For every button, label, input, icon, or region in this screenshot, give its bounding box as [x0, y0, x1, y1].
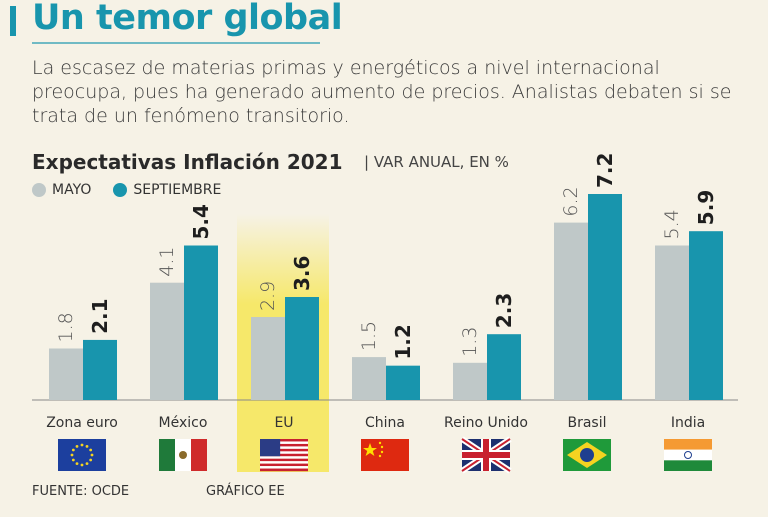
data-label-septiembre: 2.1 [88, 298, 112, 333]
bar-septiembre [588, 194, 622, 400]
flag-star [70, 453, 74, 457]
chart-legend: MAYO SEPTIEMBRE [32, 180, 235, 200]
uk-flag-icon [460, 436, 512, 474]
bar-septiembre [487, 334, 521, 400]
flag-star [378, 454, 382, 458]
flag-part [664, 439, 712, 450]
legend-dot-mayo [32, 183, 46, 197]
chart-title: Expectativas Inflación 2021 [32, 150, 343, 174]
subtitle: La escasez de materias primas y energéti… [32, 57, 732, 127]
flag-star [85, 444, 89, 448]
flag-stripe [260, 443, 308, 447]
mexico-flag-icon [159, 439, 207, 471]
title-underline [32, 42, 320, 44]
flag-part [462, 452, 510, 458]
eu-flag-icon [58, 439, 106, 471]
bar-mayo [352, 357, 386, 400]
flag-star [85, 462, 89, 466]
flag-emblem [179, 451, 187, 459]
brazil-flag-icon [563, 439, 611, 471]
flag-stripe [260, 468, 308, 472]
flag-stripe [260, 439, 308, 442]
flag-star [90, 453, 94, 457]
flag-star [89, 458, 93, 462]
flag-star [89, 448, 93, 452]
india-flag-icon [664, 439, 712, 471]
flag-part [664, 460, 712, 471]
data-label-septiembre: 2.3 [492, 293, 516, 328]
flag-stripe [260, 453, 308, 457]
flag-stripe [260, 448, 308, 452]
flag-star [363, 443, 377, 456]
flag-star [380, 445, 384, 449]
legend-item-mayo: MAYO [32, 182, 91, 198]
page-title: Un temor global [32, 0, 343, 38]
bar-mayo [251, 317, 285, 400]
data-label-mayo: 2.9 [257, 281, 279, 311]
legend-label-mayo: MAYO [52, 182, 92, 198]
flag-stripe [260, 451, 308, 454]
chart-unit-label: | VAR ANUAL, EN % [364, 153, 509, 171]
usa-flag-icon [260, 439, 308, 472]
data-label-septiembre: 5.9 [694, 190, 718, 225]
flag-star [378, 441, 382, 445]
legend-item-septiembre: SEPTIEMBRE [113, 182, 221, 198]
bar-septiembre [386, 365, 420, 400]
data-label-mayo: 6.2 [560, 186, 582, 216]
data-label-septiembre: 3.6 [290, 256, 314, 291]
flag-star [71, 458, 75, 462]
flag-chakra [684, 451, 692, 459]
flag-canton [260, 439, 281, 457]
flag-star [75, 462, 79, 466]
flag-part [580, 448, 594, 462]
flag-part [664, 449, 712, 461]
flag-part [191, 439, 207, 471]
flag-part [159, 439, 175, 471]
bar-septiembre [184, 245, 218, 400]
bar-mayo [554, 222, 588, 400]
bar-mayo [655, 245, 689, 400]
bar-mayo [150, 282, 184, 400]
flag-star [75, 444, 79, 448]
bar-septiembre [83, 339, 117, 400]
category-label: India [671, 415, 705, 431]
data-label-mayo: 1.3 [459, 327, 481, 357]
category-label: EU [274, 415, 293, 431]
data-label-septiembre: 1.2 [391, 324, 415, 359]
flag-star [80, 463, 84, 467]
data-label-mayo: 1.8 [55, 312, 77, 342]
data-label-mayo: 1.5 [358, 321, 380, 351]
china-flag-icon [361, 439, 409, 471]
data-label-septiembre: 7.2 [593, 153, 617, 188]
flag-part [361, 439, 409, 471]
flag-star [80, 443, 84, 447]
flag-stripe [260, 463, 308, 467]
flag-stripe [260, 466, 308, 469]
bar-mayo [49, 348, 83, 400]
flag-stripe [260, 446, 308, 450]
flag-stripe [260, 458, 308, 462]
data-label-septiembre: 5.4 [189, 204, 213, 239]
bar-septiembre [285, 297, 319, 400]
flag-star [380, 450, 384, 454]
flag-stripe [260, 441, 308, 445]
credit-note: GRÁFICO EE [206, 484, 285, 499]
flag-stripe [260, 461, 308, 464]
source-note: FUENTE: OCDE [32, 484, 130, 499]
category-label: Reino Unido [444, 415, 528, 431]
title-accent-bar [10, 6, 16, 36]
bar-mayo [453, 362, 487, 400]
flag-star [71, 448, 75, 452]
data-label-mayo: 4.1 [156, 246, 178, 276]
flag-stripe [260, 456, 308, 459]
legend-dot-septiembre [113, 183, 128, 197]
category-label: Zona euro [46, 415, 118, 431]
category-label: China [365, 415, 405, 431]
legend-label-septiembre: SEPTIEMBRE [133, 182, 222, 198]
data-label-mayo: 5.4 [661, 209, 683, 239]
category-label: México [159, 415, 208, 431]
category-label: Brasil [567, 415, 606, 431]
bar-septiembre [689, 231, 723, 400]
